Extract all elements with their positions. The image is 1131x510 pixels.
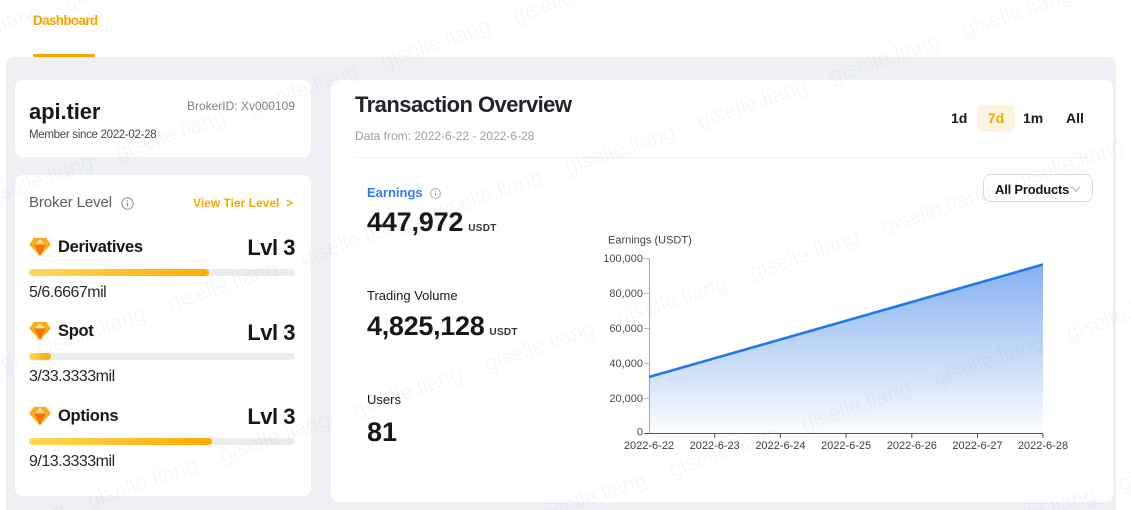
svg-text:2022-6-26: 2022-6-26: [887, 440, 937, 452]
svg-text:2022-6-28: 2022-6-28: [1018, 440, 1068, 452]
svg-text:20,000: 20,000: [609, 393, 643, 405]
svg-text:2022-6-27: 2022-6-27: [952, 440, 1002, 452]
svg-text:0: 0: [637, 427, 643, 439]
svg-text:2022-6-23: 2022-6-23: [690, 440, 740, 452]
svg-text:Earnings (USDT): Earnings (USDT): [608, 235, 692, 247]
svg-text:100,000: 100,000: [603, 253, 643, 265]
svg-text:60,000: 60,000: [609, 323, 643, 335]
svg-text:40,000: 40,000: [609, 358, 643, 370]
svg-text:2022-6-24: 2022-6-24: [755, 440, 805, 452]
svg-text:2022-6-22: 2022-6-22: [624, 440, 674, 452]
svg-text:80,000: 80,000: [609, 288, 643, 300]
svg-text:2022-6-25: 2022-6-25: [821, 440, 871, 452]
